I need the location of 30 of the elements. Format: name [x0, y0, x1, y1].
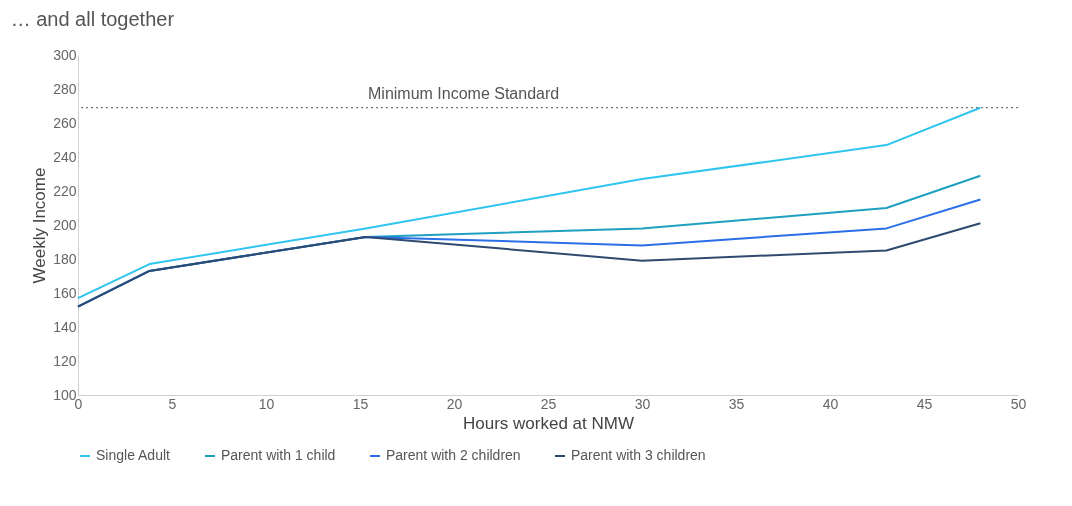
- legend-label: Single Adult: [96, 447, 171, 463]
- x-tick-label: 50: [1010, 395, 1027, 412]
- x-tick-label: 40: [822, 395, 839, 412]
- x-tick-label: 10: [258, 395, 275, 412]
- legend-label: Parent with 1 child: [221, 447, 336, 463]
- y-tick-label: 120: [53, 352, 77, 369]
- ref-line-label: Minimum Income Standard: [368, 84, 560, 102]
- y-tick-label: 240: [53, 148, 77, 165]
- x-axis-title: Hours worked at NMW: [463, 413, 634, 433]
- chart-title: … and all together: [10, 8, 175, 30]
- y-tick-label: 280: [53, 80, 77, 97]
- y-tick-label: 180: [53, 250, 77, 267]
- y-tick-label: 300: [53, 46, 77, 63]
- y-tick-label: 140: [53, 318, 77, 335]
- x-tick-label: 30: [634, 395, 651, 412]
- x-tick-label: 35: [728, 395, 745, 412]
- x-tick-label: 25: [540, 395, 557, 412]
- line-series: [77, 222, 982, 308]
- line-series: [77, 106, 982, 300]
- x-tick-label: 20: [446, 395, 463, 412]
- y-tick-label: 260: [53, 114, 77, 131]
- y-tick-label: 160: [53, 284, 77, 301]
- x-tick-label: 45: [916, 395, 933, 412]
- y-tick-label: 200: [53, 216, 77, 233]
- legend-label: Parent with 2 children: [386, 447, 521, 463]
- x-tick-label: 5: [168, 395, 177, 412]
- x-tick-label: 15: [352, 395, 369, 412]
- y-axis-title: Weekly Income: [30, 167, 50, 284]
- legend-label: Parent with 3 children: [571, 447, 706, 463]
- y-tick-label: 220: [53, 182, 77, 199]
